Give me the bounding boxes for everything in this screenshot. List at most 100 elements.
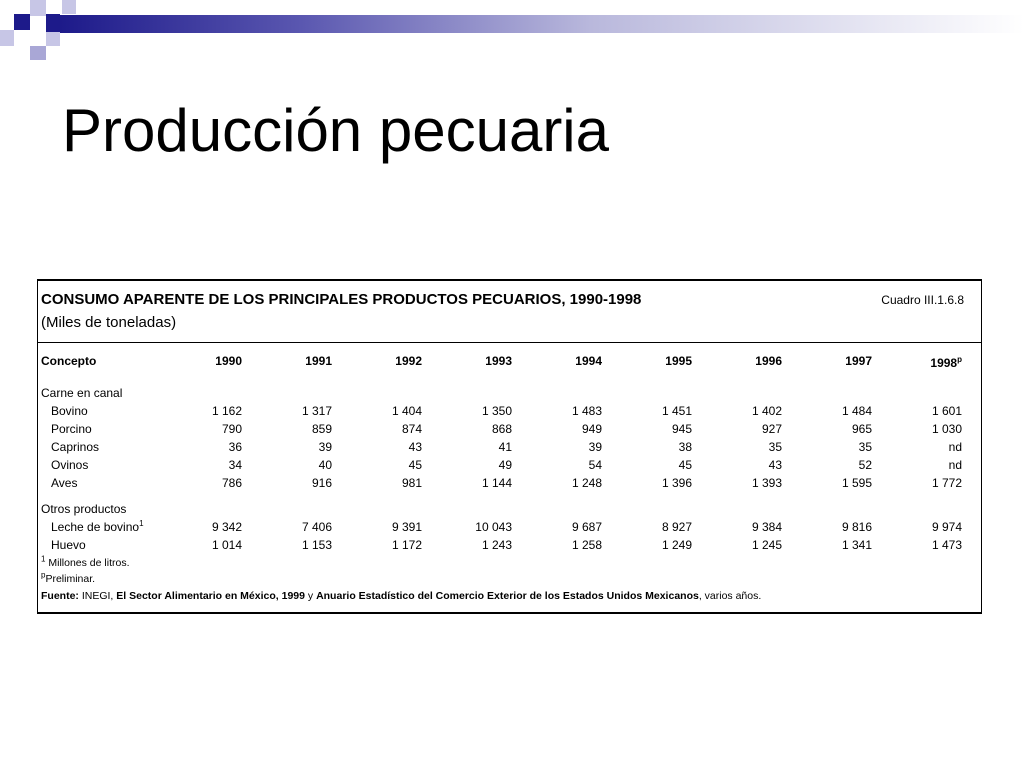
row-label: Leche de bovino1 [51, 519, 144, 535]
table-cell: 45 [678, 458, 692, 472]
row-label: Caprinos [51, 440, 99, 454]
column-header-year: 1995 [665, 354, 692, 368]
column-header-year: 1991 [305, 354, 332, 368]
table-cell: 1 014 [211, 538, 242, 552]
table-cell: 949 [581, 422, 602, 436]
table-cell: 1 172 [391, 538, 422, 552]
table-cell: 54 [588, 458, 602, 472]
table-cell: 9 816 [841, 520, 872, 534]
table-cell: 859 [311, 422, 332, 436]
table-cell: 9 391 [391, 520, 422, 534]
footnote-mark: 1 [139, 519, 144, 528]
source-tail: , varios años. [698, 590, 762, 602]
row-label-text: Aves [51, 476, 78, 490]
column-header-year: 1997 [845, 354, 872, 368]
decor-square [62, 0, 76, 14]
row-label: Porcino [51, 422, 92, 436]
header-divider [38, 342, 981, 343]
table-cell: 52 [858, 458, 872, 472]
table-cell: 39 [318, 440, 332, 454]
table-cell: 40 [318, 458, 332, 472]
source-label: Fuente: [41, 590, 79, 602]
table-cell: 916 [311, 476, 332, 490]
table-code: Cuadro III.1.6.8 [881, 293, 964, 307]
row-label-text: Bovino [51, 404, 88, 418]
table-cell: 1 245 [751, 538, 782, 552]
data-table: CONSUMO APARENTE DE LOS PRINCIPALES PROD… [37, 279, 982, 614]
table-cell: 1 350 [481, 404, 512, 418]
source-note: Fuente: INEGI, El Sector Alimentario en … [41, 590, 761, 602]
table-cell: 1 473 [931, 538, 962, 552]
row-label: Ovinos [51, 458, 88, 472]
footnote-mark: 1 [41, 554, 46, 564]
source-inegi: INEGI, [81, 590, 114, 602]
table-cell: 39 [588, 440, 602, 454]
table-cell: 1 484 [841, 404, 872, 418]
table-cell: 1 451 [661, 404, 692, 418]
group-label: Otros productos [41, 502, 127, 516]
footnote-text: Preliminar. [45, 573, 96, 585]
table-cell: 1 153 [301, 538, 332, 552]
year-label: 1998 [930, 356, 958, 370]
table-cell: 1 144 [481, 476, 512, 490]
table-cell: 43 [768, 458, 782, 472]
table-cell: 874 [401, 422, 422, 436]
table-title: CONSUMO APARENTE DE LOS PRINCIPALES PROD… [41, 291, 642, 308]
table-cell: 9 342 [211, 520, 242, 534]
table-cell: 1 601 [931, 404, 962, 418]
preliminary-mark: p [957, 355, 962, 364]
table-cell: 10 043 [475, 520, 512, 534]
row-label-text: Leche de bovino [51, 520, 140, 534]
table-cell: 1 248 [571, 476, 602, 490]
header-decoration [0, 0, 1024, 64]
table-subtitle: (Miles de toneladas) [41, 314, 177, 331]
table-cell: 1 258 [571, 538, 602, 552]
table-cell: 1 396 [661, 476, 692, 490]
column-header-year: 1993 [485, 354, 512, 368]
row-label: Huevo [51, 538, 86, 552]
table-cell: 790 [221, 422, 242, 436]
table-cell: 49 [498, 458, 512, 472]
decor-square [46, 32, 60, 46]
table-cell: nd [948, 458, 962, 472]
column-header-year: 1992 [395, 354, 422, 368]
table-cell: 38 [678, 440, 692, 454]
decor-square [14, 30, 30, 46]
table-cell: 1 483 [571, 404, 602, 418]
table-cell: 1 030 [931, 422, 962, 436]
footnote-mark: p [41, 570, 46, 580]
header-gradient-bar [60, 15, 1024, 33]
table-cell: 1 402 [751, 404, 782, 418]
table-cell: 8 927 [661, 520, 692, 534]
table-cell: 1 341 [841, 538, 872, 552]
group-label: Carne en canal [41, 386, 123, 400]
column-header-year: 1990 [215, 354, 242, 368]
table-cell: 9 687 [571, 520, 602, 534]
footnote-text: Millones de litros. [48, 557, 130, 569]
table-cell: 786 [221, 476, 242, 490]
table-cell: nd [948, 440, 962, 454]
table-cell: 945 [671, 422, 692, 436]
column-header-year: 1994 [575, 354, 602, 368]
table-cell: 35 [768, 440, 782, 454]
row-label-text: Caprinos [51, 440, 100, 454]
table-cell: 7 406 [301, 520, 332, 534]
table-cell: 35 [858, 440, 872, 454]
table-cell: 868 [491, 422, 512, 436]
row-label: Bovino [51, 404, 88, 418]
table-cell: 1 162 [211, 404, 242, 418]
table-cell: 1 249 [661, 538, 692, 552]
table-cell: 36 [228, 440, 242, 454]
table-cell: 43 [408, 440, 422, 454]
source-title-2: Anuario Estadístico del Comercio Exterio… [316, 590, 699, 602]
footnote-2: pPreliminar. [41, 570, 96, 585]
table-cell: 1 404 [391, 404, 422, 418]
decor-square [0, 30, 14, 46]
column-header-year: 1998p [908, 355, 962, 371]
slide-title: Producción pecuaria [62, 97, 610, 164]
table-cell: 1 595 [841, 476, 872, 490]
table-cell: 927 [761, 422, 782, 436]
decor-square [46, 14, 60, 32]
decor-square [30, 0, 46, 16]
source-and: y [307, 590, 314, 602]
